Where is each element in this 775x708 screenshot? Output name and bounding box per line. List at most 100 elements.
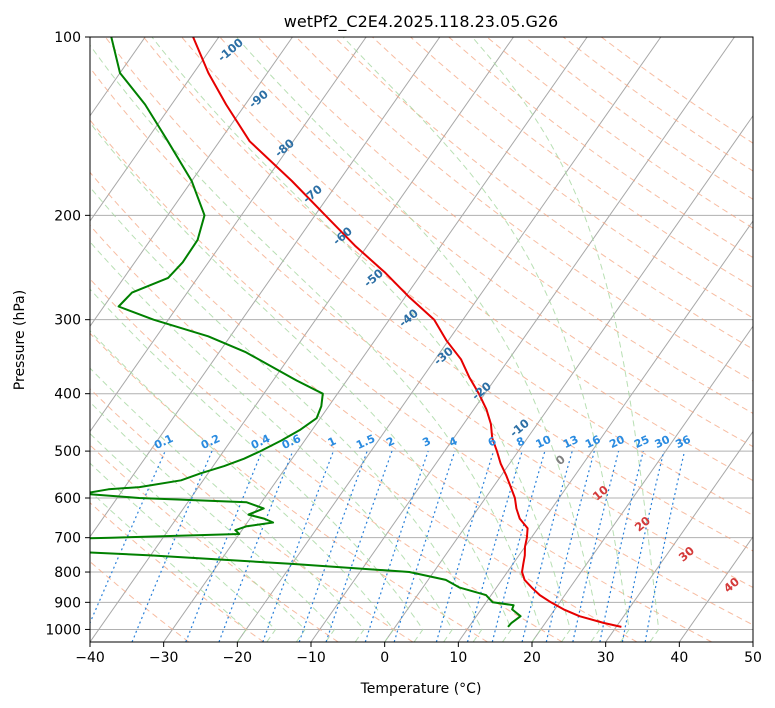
dry-adiabat-line xyxy=(90,502,264,642)
moist-adiabat-line xyxy=(90,401,336,642)
mixing-ratio-line xyxy=(435,450,495,642)
mixing-ratio-line xyxy=(185,450,263,642)
isotherm-line xyxy=(90,37,293,328)
mixing-ratio-label: 2 xyxy=(384,434,396,449)
dry-adiabat-line xyxy=(104,37,753,552)
moist-adiabat-line xyxy=(90,367,365,642)
x-axis-label: Temperature (°C) xyxy=(360,681,482,697)
mixing-ratio-label: 30 xyxy=(653,433,673,451)
x-axis-ticks: −40 −30 −20 −10 0 10 20 30 40 50 xyxy=(75,642,762,666)
chart-title: wetPf2_C2E4.2025.118.23.05.G26 xyxy=(284,12,558,32)
moist-adiabat-line xyxy=(90,462,277,642)
moist-adiabat-line xyxy=(90,241,454,642)
mixing-ratio-line xyxy=(521,450,573,642)
mixing-ratio-label: 1.5 xyxy=(354,432,377,452)
y-axis-label: Pressure (hPa) xyxy=(12,290,28,390)
isotherm-line xyxy=(678,535,753,642)
mixing-ratio-label: 0.6 xyxy=(280,432,303,452)
mixing-ratio-label: 13 xyxy=(561,433,580,451)
y-tick-label: 600 xyxy=(54,491,81,507)
y-tick-label: 700 xyxy=(54,531,81,547)
dry-adiabat-line xyxy=(90,67,753,588)
y-tick-label: 800 xyxy=(54,565,81,581)
y-tick-label: 400 xyxy=(54,387,81,403)
profile-series xyxy=(90,37,622,628)
x-tick-label: −40 xyxy=(75,650,105,666)
isotherm-line xyxy=(236,37,662,642)
isotherm-line xyxy=(457,220,753,642)
mixing-ratio-label: 36 xyxy=(673,433,693,451)
mixing-ratio-line xyxy=(545,450,595,642)
x-tick-label: 0 xyxy=(380,650,389,666)
mixing-ratio-label: 0.1 xyxy=(152,432,175,452)
mixing-ratio-line xyxy=(466,450,523,642)
mixing-ratio-line xyxy=(572,450,620,642)
mixing-ratio-label: 25 xyxy=(632,433,651,451)
mixing-ratio-line xyxy=(325,450,393,642)
dry-adiabat-line xyxy=(333,37,753,350)
moist-adiabat-line xyxy=(90,122,512,642)
x-tick-label: 20 xyxy=(523,650,541,666)
dry-adiabat-line xyxy=(90,332,488,642)
dry-adiabat-label: 20 xyxy=(632,513,653,534)
isotherm-line xyxy=(605,430,753,642)
dry-adiabat-line xyxy=(90,388,414,642)
moist-adiabat-line xyxy=(90,330,395,642)
isotherm-line xyxy=(163,37,588,642)
isobar-lines xyxy=(90,37,753,630)
mixing-ratio-line xyxy=(90,450,166,625)
mixing-ratio-label: 3 xyxy=(420,434,432,449)
isotherm-line xyxy=(90,37,220,222)
dry-adiabat-line xyxy=(410,37,753,289)
dry-adiabat-label: 30 xyxy=(676,543,697,564)
dry-adiabat-label: -90 xyxy=(246,87,271,111)
dry-adiabat-line xyxy=(143,37,753,516)
moist-adiabat-line xyxy=(90,186,483,642)
y-axis-ticks: 100 200 300 400 500 600 700 800 900 1000 xyxy=(45,30,90,638)
plot-area: -100-90-80-70-60-50-40-30-20-10010203040… xyxy=(0,37,753,642)
mixing-ratio-line xyxy=(218,450,294,642)
mixing-ratio-line xyxy=(599,450,644,642)
isotherm-line xyxy=(384,114,753,642)
mixing-ratio-line xyxy=(364,450,429,642)
moist-adiabat-lines xyxy=(90,37,660,642)
dry-adiabat-line xyxy=(372,37,753,319)
x-tick-label: −30 xyxy=(149,650,179,666)
moist-adiabat-line xyxy=(90,44,542,642)
isotherm-lines xyxy=(0,37,753,642)
x-tick-label: 30 xyxy=(597,650,615,666)
y-tick-label: 1000 xyxy=(45,622,81,638)
y-tick-label: 900 xyxy=(54,595,81,611)
mixing-ratio-label: 6 xyxy=(486,434,499,449)
dry-adiabat-line xyxy=(257,37,753,414)
y-tick-label: 500 xyxy=(54,444,81,460)
mixing-ratio-line xyxy=(393,450,456,642)
y-tick-label: 100 xyxy=(54,30,81,46)
dry-adiabat-line xyxy=(295,37,753,382)
moist-adiabat-line xyxy=(342,37,630,642)
isotherm-line xyxy=(752,641,753,642)
isotherm-line xyxy=(90,37,367,433)
mixing-ratio-label: 16 xyxy=(583,433,603,451)
mixing-ratio-label: 1 xyxy=(326,434,338,449)
dry-adiabat-line xyxy=(90,224,638,642)
mixing-ratio-labels: 0.1 0.2 0.4 0.6 1 1.5 2 3 4 6 8 10 13 16 20 25 30 36 xyxy=(152,432,693,452)
x-tick-label: 40 xyxy=(670,650,688,666)
temperature-line xyxy=(192,37,622,628)
mixing-ratio-label: 10 xyxy=(534,433,554,451)
isotherm-line xyxy=(90,37,441,538)
mixing-ratio-label: 0.2 xyxy=(199,432,222,452)
mixing-ratio-line xyxy=(131,450,213,642)
isotherm-line xyxy=(0,37,72,642)
x-tick-label: 10 xyxy=(449,650,467,666)
moist-adiabat-line xyxy=(236,37,601,642)
isotherm-line xyxy=(90,37,514,642)
y-tick-label: 200 xyxy=(54,208,81,224)
dry-adiabat-label: 0 xyxy=(553,452,568,468)
mixing-ratio-lines xyxy=(90,450,686,642)
dry-adiabat-label: -70 xyxy=(300,182,325,206)
dry-adiabat-line xyxy=(90,119,753,626)
x-tick-label: 50 xyxy=(744,650,762,666)
mixing-ratio-label: 0.4 xyxy=(249,432,272,452)
